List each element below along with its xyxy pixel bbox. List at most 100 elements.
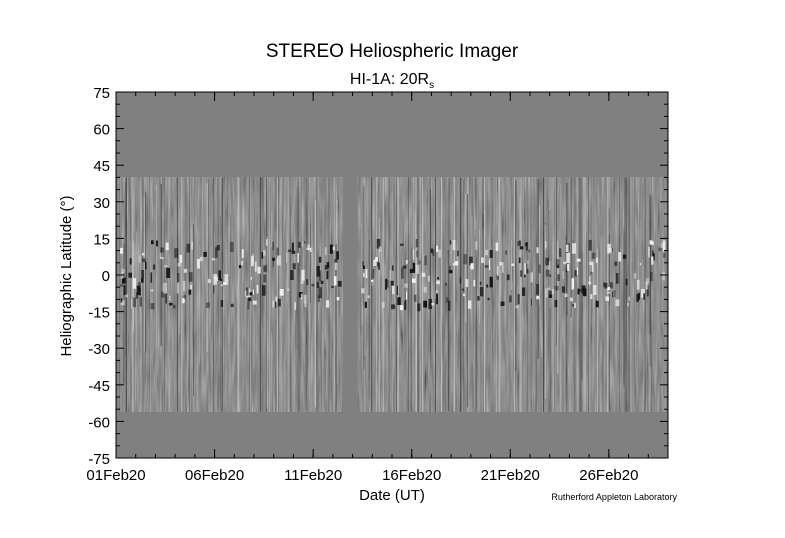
equatorial-feature xyxy=(447,300,451,311)
equatorial-feature xyxy=(291,242,294,253)
equatorial-feature xyxy=(641,288,645,298)
equatorial-feature xyxy=(484,249,489,256)
equatorial-feature xyxy=(428,275,430,282)
x-tick-label: 01Feb20 xyxy=(86,467,145,484)
equatorial-feature xyxy=(554,299,558,308)
equatorial-feature xyxy=(449,240,452,245)
equatorial-feature xyxy=(489,250,493,258)
equatorial-feature xyxy=(246,288,251,299)
y-tick-label: 45 xyxy=(93,158,110,175)
equatorial-feature xyxy=(528,249,531,253)
equatorial-feature xyxy=(122,268,125,274)
equatorial-feature xyxy=(142,252,145,256)
data-band xyxy=(118,177,666,412)
equatorial-feature xyxy=(436,293,439,305)
equatorial-feature xyxy=(608,247,613,253)
equatorial-feature xyxy=(473,279,476,287)
equatorial-feature xyxy=(662,272,665,281)
data-segment-texture xyxy=(118,177,343,412)
equatorial-feature xyxy=(645,278,650,284)
equatorial-feature xyxy=(515,305,519,309)
equatorial-feature xyxy=(497,266,499,276)
equatorial-feature xyxy=(182,280,186,292)
equatorial-feature xyxy=(495,242,499,251)
y-axis: 75 60 45 30 15 0 -15 -30 -45 -60 -75 xyxy=(88,85,668,468)
equatorial-feature xyxy=(371,279,374,282)
equatorial-feature xyxy=(317,295,321,303)
equatorial-feature xyxy=(230,303,234,308)
equatorial-feature xyxy=(501,262,504,273)
equatorial-feature xyxy=(409,269,414,273)
equatorial-feature xyxy=(266,239,268,246)
equatorial-feature xyxy=(301,280,304,285)
equatorial-feature xyxy=(279,288,284,296)
equatorial-feature xyxy=(652,250,654,257)
equatorial-feature xyxy=(241,249,244,258)
equatorial-feature xyxy=(183,299,185,303)
equatorial-feature xyxy=(263,250,266,256)
y-tick-label: -15 xyxy=(88,305,110,322)
equatorial-feature xyxy=(430,248,433,254)
equatorial-feature xyxy=(391,285,395,295)
equatorial-feature xyxy=(554,285,559,291)
equatorial-feature xyxy=(182,295,186,299)
equatorial-feature xyxy=(559,248,562,257)
equatorial-feature xyxy=(545,288,549,298)
equatorial-feature xyxy=(484,265,489,268)
equatorial-feature xyxy=(445,282,447,287)
equatorial-feature xyxy=(261,252,264,259)
equatorial-feature xyxy=(183,268,187,273)
equatorial-feature xyxy=(304,302,307,308)
equatorial-feature xyxy=(570,297,573,302)
equatorial-feature xyxy=(452,262,456,266)
equatorial-feature xyxy=(549,274,552,278)
equatorial-feature xyxy=(436,245,439,253)
equatorial-feature xyxy=(506,274,510,281)
equatorial-feature xyxy=(411,278,416,283)
equatorial-feature xyxy=(517,241,521,246)
equatorial-feature xyxy=(479,281,482,285)
equatorial-feature xyxy=(263,274,267,283)
equatorial-feature xyxy=(136,285,141,295)
equatorial-feature xyxy=(557,264,559,269)
equatorial-feature xyxy=(582,288,587,297)
y-axis-label: Heliographic Latitude (°) xyxy=(58,195,75,356)
equatorial-feature xyxy=(196,258,201,269)
y-tick-label: 75 xyxy=(93,85,110,102)
equatorial-feature xyxy=(311,283,315,287)
equatorial-feature xyxy=(245,287,249,296)
equatorial-feature xyxy=(590,265,592,275)
equatorial-feature xyxy=(186,243,190,253)
x-axis-label: Date (UT) xyxy=(359,487,425,504)
equatorial-feature xyxy=(165,292,167,304)
equatorial-feature xyxy=(590,294,593,300)
equatorial-feature xyxy=(536,295,540,300)
equatorial-feature xyxy=(488,259,491,270)
equatorial-feature xyxy=(179,254,183,263)
equatorial-feature xyxy=(257,266,261,274)
equatorial-feature xyxy=(150,289,154,292)
equatorial-feature xyxy=(292,263,296,270)
equatorial-feature xyxy=(576,258,581,262)
equatorial-feature xyxy=(520,270,523,277)
data-segment-texture xyxy=(357,177,666,412)
equatorial-feature xyxy=(385,279,389,288)
equatorial-feature xyxy=(461,288,465,292)
equatorial-feature xyxy=(119,247,124,254)
equatorial-feature xyxy=(567,264,570,271)
equatorial-feature xyxy=(547,261,551,270)
equatorial-feature xyxy=(144,261,147,270)
equatorial-feature xyxy=(168,295,171,301)
equatorial-feature xyxy=(639,263,642,266)
equatorial-feature xyxy=(297,253,299,263)
equatorial-feature xyxy=(500,301,505,306)
equatorial-feature xyxy=(325,300,330,308)
equatorial-feature xyxy=(452,239,456,251)
equatorial-feature xyxy=(250,277,253,280)
x-axis: 01Feb20 06Feb20 11Feb20 16Feb20 21Feb20 26Feb… xyxy=(86,92,669,484)
equatorial-feature xyxy=(174,248,179,258)
equatorial-feature xyxy=(399,243,404,246)
equatorial-feature xyxy=(487,297,490,301)
equatorial-feature xyxy=(290,270,294,281)
equatorial-feature xyxy=(662,240,666,252)
